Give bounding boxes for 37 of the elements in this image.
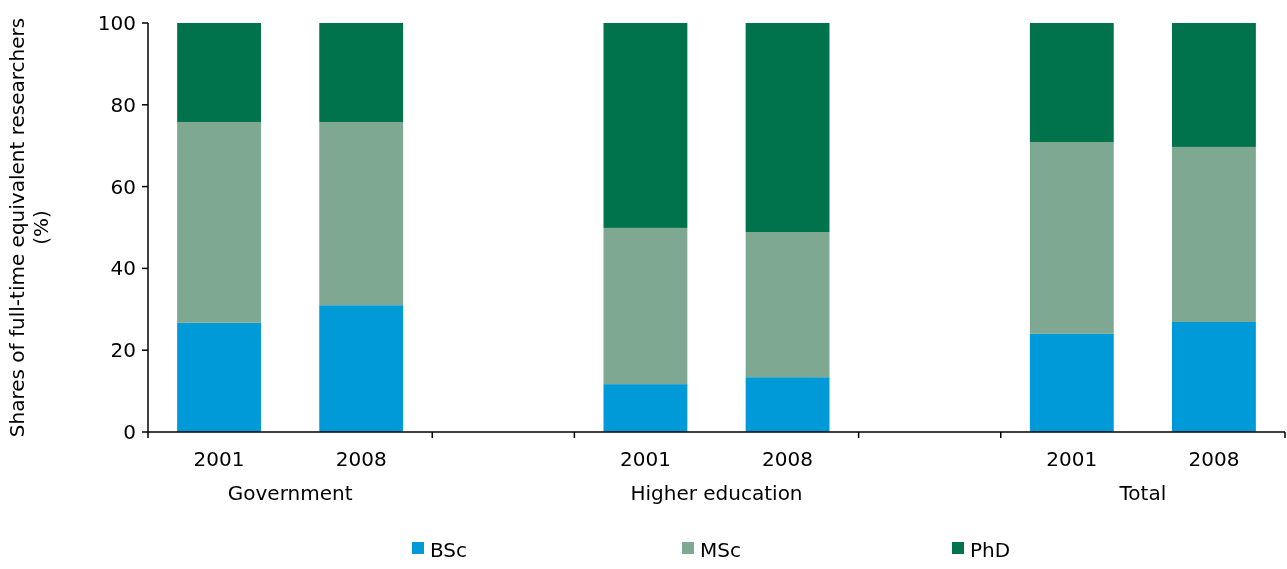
y-tick-label: 100 [97,11,136,35]
y-tick-label: 0 [123,420,136,444]
y-tick-label: 60 [110,174,136,199]
y-tick-label: 40 [110,256,136,281]
bar [603,384,688,432]
bar [1029,142,1114,334]
bar [177,322,261,432]
x-tick-label: 2001 [193,447,245,471]
x-tick-label: 2001 [1046,447,1098,471]
bar [177,23,261,122]
y-axis-title: Shares of full-time equivalent researchers (%) [5,17,53,438]
text: Total [1118,481,1167,505]
y-tick-label: 80 [110,92,136,117]
bar [1029,23,1114,143]
bar [319,23,404,122]
x-tick-label: 2001 [619,447,671,471]
bar [603,227,688,385]
bar [1172,321,1256,432]
text: Government [227,481,353,505]
legend-label: MSc [700,538,741,562]
bar [1172,146,1256,322]
legend-label: BSc [430,538,468,562]
bar [177,121,261,323]
x-tick-label: 2008 [1188,447,1240,471]
bar [1029,333,1114,432]
legend-label: PhD [970,538,1011,562]
bar [319,121,404,306]
x-tick-label: 2008 [335,447,387,471]
bar [745,232,830,378]
bar [745,23,830,232]
y-tick-label: 20 [110,338,136,363]
bar [745,377,830,432]
bar [319,305,404,432]
x-tick-label: 2008 [762,447,814,471]
text: Higher education [630,481,803,505]
bar [1172,23,1256,147]
bar [603,23,688,228]
